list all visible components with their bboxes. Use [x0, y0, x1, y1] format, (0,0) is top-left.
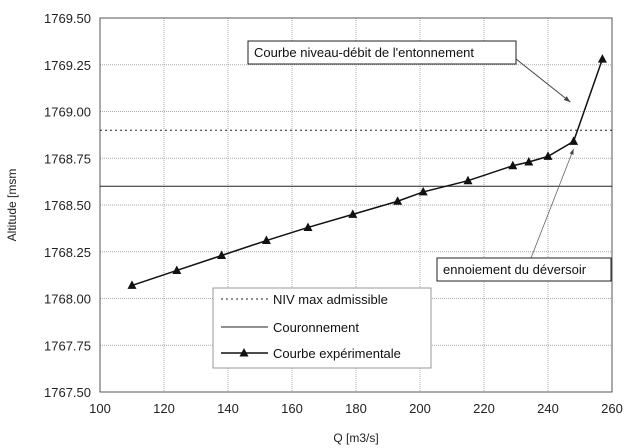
data-point: [261, 235, 271, 245]
data-point: [524, 156, 534, 166]
data-point: [597, 54, 607, 63]
data-point: [348, 209, 358, 218]
x-tick-label: 240: [537, 401, 559, 416]
x-tick-label: 140: [217, 401, 239, 416]
x-tick-label: 220: [473, 401, 495, 416]
annotation-arrowhead: [569, 148, 574, 155]
data-point: [508, 160, 518, 170]
data-point: [393, 196, 403, 205]
annotation-box: [247, 40, 517, 65]
annotation-arrow: [530, 148, 574, 259]
data-point: [303, 222, 313, 231]
data-point: [418, 186, 428, 196]
data-point: [569, 136, 579, 145]
x-axis-title: Q [m3/s]: [333, 431, 378, 445]
annotation-arrow: [515, 58, 571, 103]
annotation-arrowhead: [563, 96, 571, 103]
data-point: [543, 151, 553, 160]
y-tick-label: 1769.50: [44, 11, 91, 26]
y-tick-labels: 1767.50 1767.75 1768.00 1768.25 1768.50 1768.…: [44, 11, 91, 400]
y-tick-label: 1768.75: [44, 151, 91, 166]
x-tick-label: 160: [281, 401, 303, 416]
annotation-label: Courbe niveau-débit de l'entonnement: [254, 45, 474, 60]
legend: NIV max admissible Couronnement Courbe e…: [212, 287, 432, 369]
legend-label: Couronnement: [273, 320, 359, 335]
x-tick-label: 100: [89, 401, 111, 416]
series-courbe-experimentale: [131, 58, 604, 287]
legend-label: Courbe expérimentale: [273, 346, 401, 361]
data-point: [127, 280, 137, 289]
x-tick-label: 120: [153, 401, 175, 416]
y-tick-label: 1768.50: [44, 198, 91, 213]
y-tick-label: 1768.25: [44, 245, 91, 260]
y-tick-label: 1767.50: [44, 385, 91, 400]
x-tick-labels: 100 120 140 160 180 200 220 240 260: [89, 401, 623, 416]
data-point: [463, 175, 473, 185]
y-tick-label: 1768.00: [44, 292, 91, 307]
y-tick-label: 1767.75: [44, 338, 91, 353]
series-layer: [100, 54, 612, 289]
x-tick-label: 180: [345, 401, 367, 416]
y-tick-label: 1769.00: [44, 105, 91, 120]
legend-label: NIV max admissible: [273, 292, 388, 307]
legend-triangle-marker: [239, 348, 249, 357]
annotation-label: ennoiement du déversoir: [443, 262, 587, 277]
y-axis-title: Altitude [msm: [5, 169, 19, 242]
x-tick-label: 200: [409, 401, 431, 416]
legend-box: [212, 287, 432, 369]
data-point: [172, 265, 182, 274]
annotation-box: [436, 257, 612, 282]
x-tick-label: 260: [601, 401, 623, 416]
plot-frame: [99, 17, 613, 393]
y-tick-label: 1769.25: [44, 58, 91, 73]
data-point: [217, 250, 227, 259]
